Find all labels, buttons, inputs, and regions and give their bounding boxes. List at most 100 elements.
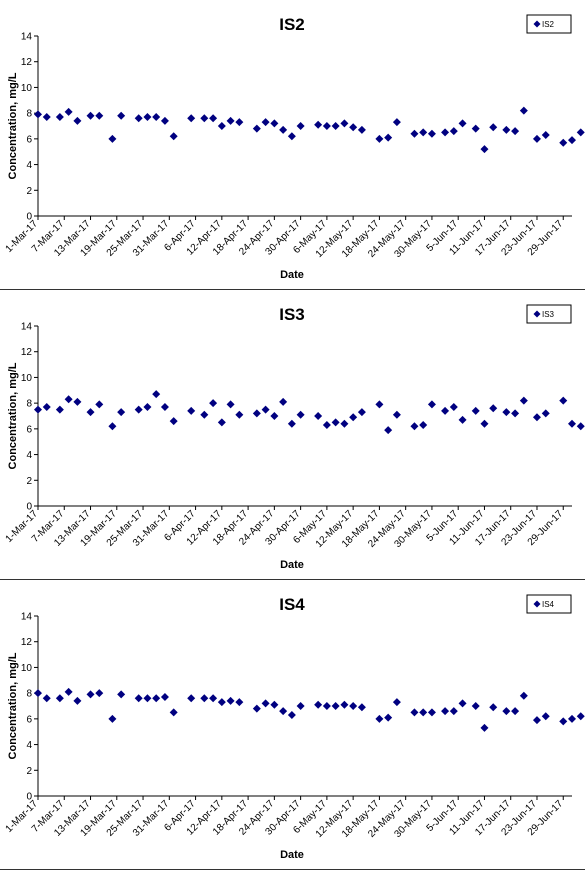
data-point — [200, 410, 209, 419]
data-point — [541, 409, 550, 418]
data-point — [252, 124, 261, 133]
data-point — [532, 134, 541, 143]
data-point — [279, 707, 288, 716]
data-point — [340, 419, 349, 428]
data-point — [287, 419, 296, 428]
x-axis-label: Date — [280, 559, 304, 571]
data-point — [568, 714, 576, 723]
data-point — [55, 405, 64, 414]
data-point — [502, 408, 511, 417]
legend-marker — [533, 310, 541, 318]
data-point — [559, 138, 568, 147]
data-point — [55, 694, 64, 703]
data-point — [108, 134, 117, 143]
data-point — [410, 708, 419, 717]
data-point — [489, 404, 498, 413]
data-point — [187, 406, 196, 415]
data-point — [160, 116, 169, 125]
x-axis-label: Date — [280, 849, 304, 861]
data-point — [209, 114, 218, 123]
y-tick-label: 14 — [21, 32, 33, 43]
data-point — [427, 129, 436, 138]
data-point — [576, 422, 585, 431]
data-point — [152, 390, 161, 399]
data-point — [42, 113, 51, 121]
data-point — [471, 702, 480, 710]
y-tick-label: 14 — [21, 322, 33, 333]
data-point — [86, 111, 95, 120]
data-point — [322, 421, 331, 429]
data-point — [471, 124, 480, 133]
data-point — [187, 694, 196, 703]
data-point — [226, 116, 235, 125]
data-point — [331, 122, 340, 130]
data-point — [331, 702, 340, 710]
data-point — [502, 707, 511, 716]
legend: IS4 — [526, 594, 572, 614]
y-tick-label: 10 — [21, 373, 33, 384]
legend: IS2 — [526, 14, 572, 34]
y-tick-label: 0 — [26, 212, 32, 223]
data-point — [441, 128, 450, 137]
data-point — [427, 708, 436, 717]
data-point — [532, 716, 541, 725]
y-tick-label: 8 — [26, 109, 32, 120]
data-point — [519, 106, 528, 115]
data-point — [349, 123, 358, 132]
x-axis-label: Date — [280, 269, 304, 281]
data-point — [541, 712, 550, 721]
data-point — [357, 703, 366, 712]
y-tick-label: 10 — [21, 83, 33, 94]
data-point — [42, 403, 51, 411]
data-point — [349, 413, 358, 422]
data-point — [287, 711, 296, 719]
data-point — [108, 422, 117, 431]
data-point — [392, 410, 401, 419]
data-point — [117, 408, 126, 417]
data-point — [134, 114, 143, 123]
data-point — [375, 400, 384, 409]
data-point — [235, 118, 244, 127]
data-point — [34, 405, 42, 414]
data-point — [296, 122, 305, 130]
data-point — [559, 396, 568, 405]
data-point — [532, 413, 541, 422]
data-point — [458, 699, 467, 708]
data-point — [419, 421, 428, 429]
data-point — [480, 723, 489, 732]
legend-marker — [533, 20, 541, 28]
data-point — [559, 717, 568, 726]
data-point — [169, 132, 178, 141]
data-point — [511, 127, 520, 136]
data-point — [235, 410, 244, 419]
data-point — [261, 699, 270, 708]
data-point — [349, 702, 358, 710]
legend-label: IS4 — [542, 600, 555, 609]
data-point — [64, 107, 73, 116]
y-tick-label: 12 — [21, 637, 33, 648]
data-point — [296, 702, 305, 710]
data-point — [384, 426, 393, 435]
legend-box — [526, 594, 572, 614]
data-point — [314, 412, 323, 420]
data-point — [489, 123, 498, 132]
data-point — [200, 114, 209, 123]
data-point — [458, 119, 467, 128]
data-point — [322, 702, 331, 710]
data-point — [117, 111, 126, 120]
data-point — [209, 694, 218, 703]
data-point — [134, 405, 143, 414]
y-tick-label: 8 — [26, 399, 32, 410]
data-point — [95, 400, 104, 409]
y-tick-label: 8 — [26, 689, 32, 700]
legend-box — [526, 304, 572, 324]
data-point — [152, 113, 161, 121]
data-point — [143, 694, 152, 703]
legend: IS3 — [526, 304, 572, 324]
data-point — [270, 700, 279, 709]
data-point — [340, 700, 349, 709]
data-point — [471, 406, 480, 415]
data-point — [95, 689, 104, 698]
data-point — [375, 714, 384, 723]
y-tick-label: 2 — [26, 476, 32, 487]
